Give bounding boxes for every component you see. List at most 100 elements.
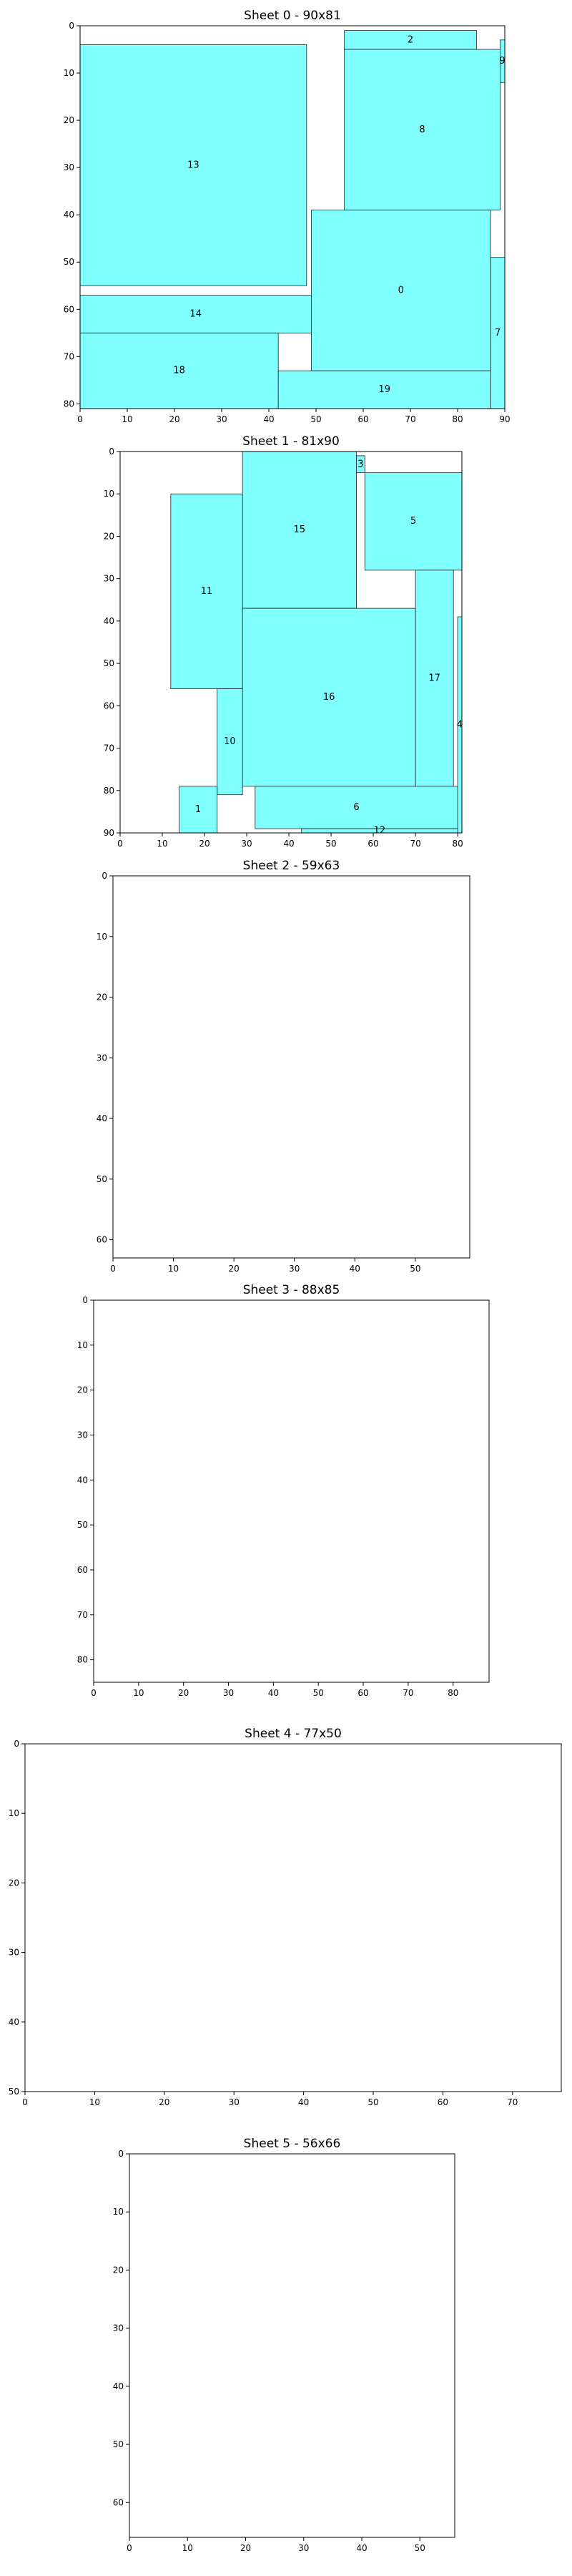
sheet-4-frame: [24, 1743, 562, 2092]
sheet-3-xtick-label-40: 40: [268, 1688, 279, 1698]
sheet-3-ytick-label-50: 50: [77, 1520, 88, 1530]
sheet-2-plot: Sheet 2 - 59x63 0 10 20 30 40 50 0 10 20 30 40 50 60: [97, 859, 470, 1274]
sheet-1-xtick-label-20: 20: [199, 839, 209, 849]
sheet-1-ytick-label-30: 30: [104, 574, 114, 584]
sheet-1-piece-10-label: 10: [224, 736, 236, 747]
sheet-3-frame: [93, 1299, 490, 1683]
sheet-5-xtick-label-10: 10: [182, 2543, 193, 2553]
sheet-1-ytick-label-90: 90: [104, 828, 114, 838]
sheet-1-piece-11: [170, 493, 243, 690]
sheet-3-ytick-label-80: 80: [77, 1655, 88, 1665]
sheet-3-xtick-label-50: 50: [313, 1688, 324, 1698]
sheet-1-piece-11-label: 11: [201, 586, 213, 597]
sheet-0-ytick-label-70: 70: [64, 351, 74, 361]
sheet-1-piece-1-label: 1: [195, 804, 201, 815]
sheet-0-ytick-label-20: 20: [64, 115, 74, 125]
sheet-1-piece-1: [179, 786, 218, 834]
sheet-5-ytick-label-40: 40: [113, 2381, 124, 2391]
sheet-1-ytick-label-80: 80: [104, 786, 114, 796]
sheet-0-piece-9-label: 9: [500, 56, 506, 67]
sheet-3-xtick-label-70: 70: [403, 1688, 413, 1698]
sheet-5-xtick-label-50: 50: [415, 2543, 425, 2553]
sheet-0-title: Sheet 0 - 90x81: [244, 9, 341, 23]
sheet-4-ytick-label-10: 10: [9, 1808, 19, 1818]
sheet-0-xtick-label-50: 50: [310, 414, 321, 424]
sheet-2-xtick-label-50: 50: [410, 1264, 420, 1274]
sheet-0-ytick-label-60: 60: [64, 304, 74, 314]
sheet-3-xtick-label-60: 60: [358, 1688, 368, 1698]
sheet-2-ytick-label-0: 0: [102, 871, 107, 881]
sheet-2-ytick-label-60: 60: [97, 1235, 107, 1245]
sheet-5-plot: Sheet 5 - 56x66 0 10 20 30 40 50 0 10 20 30 40 50 60: [113, 2137, 455, 2553]
sheet-3-ytick-label-20: 20: [77, 1385, 88, 1395]
sheet-0-piece-18-label: 18: [173, 366, 185, 376]
sheet-0-piece-8-label: 8: [419, 125, 425, 135]
sheet-0-ytick-label-50: 50: [64, 257, 74, 267]
sheet-0-xtick-label-20: 20: [169, 414, 179, 424]
sheet-4-ytick-label-40: 40: [9, 2017, 19, 2027]
sheet-3-ytick-label-70: 70: [77, 1610, 88, 1620]
sheet-0-ytick-label-0: 0: [69, 21, 74, 31]
sheet-1-piece-6-label: 6: [353, 802, 359, 813]
sheet-4-ytick-label-30: 30: [9, 1948, 19, 1958]
sheet-4-xtick-label-70: 70: [507, 2097, 518, 2107]
sheet-5-xtick-label-0: 0: [127, 2543, 132, 2553]
sheet-0-frame: [79, 25, 506, 409]
sheet-5-ytick-label-20: 20: [113, 2265, 124, 2275]
sheet-4-xtick-label-40: 40: [298, 2097, 309, 2107]
sheet-0-piece-14: [79, 295, 312, 333]
sheet-4-xtick-label-60: 60: [438, 2097, 448, 2107]
sheet-3-xtick-label-30: 30: [223, 1688, 234, 1698]
sheet-1-frame: [119, 451, 463, 834]
sheet-1-piece-15: [242, 451, 357, 609]
sheet-0-ytick-label-40: 40: [64, 210, 74, 220]
sheet-0-ytick-label-80: 80: [64, 399, 74, 409]
sheet-1-piece-6: [255, 786, 458, 829]
sheet-0-piece-13: [79, 44, 307, 286]
sheet-0-piece-13-label: 13: [187, 160, 199, 170]
sheet-3-ytick-label-30: 30: [77, 1430, 88, 1440]
sheet-0-xtick-label-40: 40: [263, 414, 274, 424]
sheet-0-xtick-label-30: 30: [216, 414, 227, 424]
sheet-1-piece-17-label: 17: [428, 673, 440, 683]
sheet-4-xtick-label-20: 20: [159, 2097, 169, 2107]
sheet-4-title: Sheet 4 - 77x50: [245, 1727, 342, 1741]
sheet-1-ytick-label-10: 10: [104, 489, 114, 499]
sheet-5-title: Sheet 5 - 56x66: [244, 2137, 341, 2151]
sheet-5-ytick-label-0: 0: [118, 2149, 124, 2159]
sheet-1-piece-3-label: 3: [358, 459, 363, 469]
sheet-3-xtick-label-0: 0: [91, 1688, 97, 1698]
sheet-1-xtick-label-50: 50: [325, 839, 336, 849]
sheet-5-xtick-label-20: 20: [240, 2543, 251, 2553]
sheet-1-xtick-label-60: 60: [368, 839, 378, 849]
sheet-2-xtick-label-30: 30: [289, 1264, 300, 1274]
sheet-1-ytick-label-20: 20: [104, 531, 114, 541]
sheet-0-piece-8: [344, 49, 500, 210]
sheet-2-xtick-label-20: 20: [229, 1264, 240, 1274]
sheet-0-piece-2: [344, 30, 477, 50]
sheet-0-plot: Sheet 0 - 90x81 13 2 8 9 14 0 7 18 19 0 10 20 30 40 50 6…: [64, 9, 511, 424]
sheet-1-xtick-label-30: 30: [241, 839, 252, 849]
sheet-4-xtick-label-10: 10: [89, 2097, 100, 2107]
sheet-3-xtick-label-80: 80: [448, 1688, 458, 1698]
sheet-3-title: Sheet 3 - 88x85: [243, 1283, 340, 1297]
sheet-1-title: Sheet 1 - 81x90: [242, 434, 340, 449]
sheet-1-ytick-label-0: 0: [109, 447, 114, 457]
sheet-4-xtick-label-50: 50: [368, 2097, 378, 2107]
sheet-1-ytick-label-40: 40: [104, 616, 114, 626]
sheet-0-xtick-label-0: 0: [77, 414, 83, 424]
sheet-3-xtick-label-20: 20: [178, 1688, 189, 1698]
sheet-1-ytick-label-60: 60: [104, 701, 114, 711]
sheet-3-ytick-label-40: 40: [77, 1475, 88, 1485]
sheet-1-piece-15-label: 15: [294, 525, 306, 535]
sheet-5-ytick-label-60: 60: [113, 2497, 124, 2507]
sheet-0-piece-18: [79, 332, 279, 409]
sheet-2-ytick-label-10: 10: [97, 932, 107, 942]
sheet-2-frame: [112, 875, 470, 1259]
sheet-5-frame: [129, 2153, 455, 2538]
sheet-5-ytick-label-50: 50: [113, 2439, 124, 2449]
sheet-1-piece-10: [217, 688, 243, 796]
sheet-2-ytick-label-50: 50: [97, 1174, 107, 1184]
sheet-2-title: Sheet 2 - 59x63: [243, 859, 340, 873]
sheet-1-xtick-label-70: 70: [410, 839, 420, 849]
